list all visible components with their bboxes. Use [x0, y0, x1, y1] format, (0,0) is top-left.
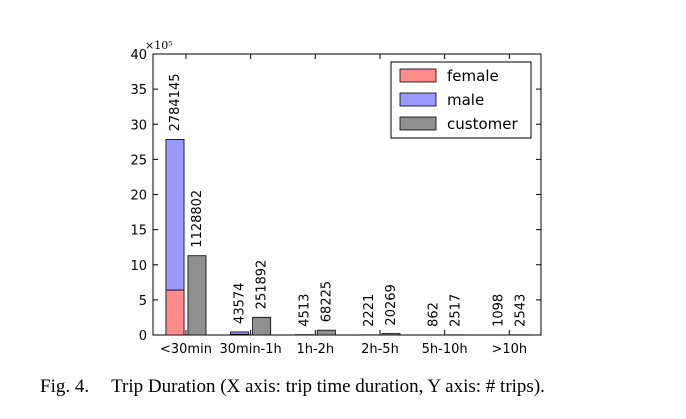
- data-label-subscriber: 2221: [362, 294, 377, 327]
- data-label-subscriber: 4513: [297, 294, 312, 327]
- legend-swatch-customer: [399, 116, 437, 131]
- legend-label-customer: customer: [447, 115, 518, 133]
- y-tick-label: 30: [130, 118, 147, 133]
- y-tick-label: 35: [130, 83, 147, 98]
- legend-label-male: male: [447, 91, 484, 109]
- bar-male: [230, 331, 250, 335]
- figure-caption-label: Fig. 4.: [40, 376, 90, 397]
- data-label-customer: 2517: [449, 294, 464, 327]
- legend-swatch-female: [399, 68, 437, 83]
- y-scale-label: ×10⁵: [145, 39, 173, 52]
- x-tick-label: 2h-5h: [361, 342, 399, 357]
- x-tick-label: <30min: [160, 342, 212, 357]
- data-label-subscriber: 43574: [233, 283, 248, 324]
- bar-female: [165, 289, 185, 336]
- y-tick-label: 5: [139, 294, 147, 309]
- figure-caption: Fig. 4. Trip Duration (X axis: trip time …: [40, 376, 680, 398]
- data-label-subscriber: 1098: [491, 294, 506, 327]
- legend-swatch-male: [399, 92, 437, 107]
- figure-caption-text: Trip Duration (X axis: trip time duratio…: [111, 376, 545, 397]
- legend-label-female: female: [447, 67, 499, 85]
- data-label-subscriber: 862: [427, 302, 442, 327]
- y-tick-label: 0: [139, 329, 147, 344]
- x-tick-label: 1h-2h: [296, 342, 334, 357]
- bar-customer: [187, 255, 207, 336]
- y-tick-label: 10: [130, 259, 147, 274]
- y-tick-label: 20: [130, 189, 147, 204]
- y-tick-label: 15: [130, 224, 147, 239]
- x-tick-label: 30min-1h: [220, 342, 282, 357]
- data-label-customer: 20269: [384, 284, 399, 325]
- bar-customer: [316, 329, 336, 336]
- data-label-customer: 68225: [319, 281, 334, 322]
- data-label-customer: 251892: [255, 260, 270, 310]
- data-label-customer: 1128802: [190, 190, 205, 248]
- bar-customer: [381, 333, 401, 336]
- x-tick-label: 5h-10h: [422, 342, 468, 357]
- data-label-customer: 2543: [513, 294, 528, 327]
- bar-male: [165, 139, 185, 291]
- plot-area: 0 5 10 15 20 25 30 35 40×10⁵ <30min 2784145 1128802…: [130, 39, 542, 357]
- data-label-subscriber: 2784145: [168, 74, 183, 132]
- x-tick-label: >10h: [491, 342, 527, 357]
- y-tick-label: 40: [130, 48, 147, 63]
- bar-customer: [252, 316, 272, 336]
- y-tick-label: 25: [130, 153, 147, 168]
